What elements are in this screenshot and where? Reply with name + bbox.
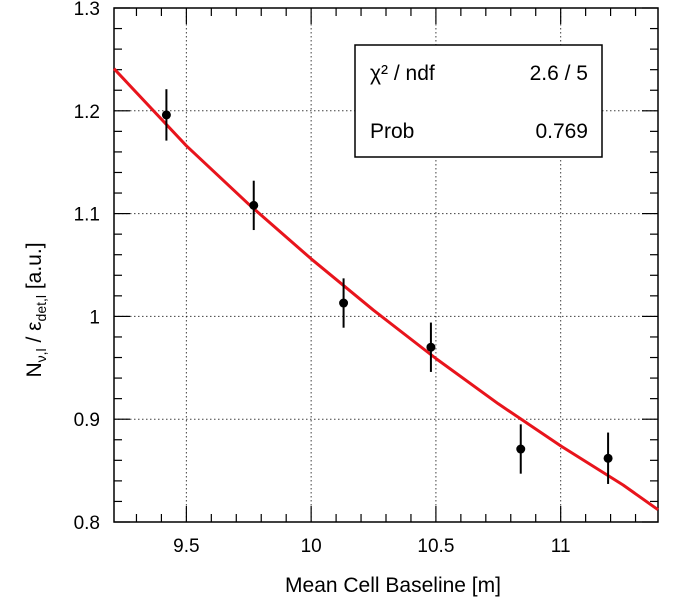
fit-curve-group: [112, 67, 659, 511]
y-title-unit: [a.u.]: [23, 242, 46, 295]
x-tick-label: 9.5: [173, 536, 199, 557]
plot-frame: [113, 7, 659, 523]
x-tick-label: 11: [551, 536, 571, 557]
data-points: [161, 89, 613, 484]
stats-chi2-label: χ² / ndf: [370, 62, 435, 85]
stats-prob-label: Prob: [370, 120, 414, 143]
x-tick-label: 10.5: [417, 536, 454, 557]
axis-ticks: [114, 7, 658, 523]
stats-chi2-value: 2.6 / 5: [530, 62, 588, 85]
y-title-eps-sub: det,l: [33, 295, 49, 321]
data-point: [339, 298, 349, 308]
y-tick-label: 1.2: [74, 102, 100, 123]
x-tick-label: 10: [301, 536, 322, 557]
stats-box-frame: [354, 44, 603, 158]
y-tick-label: 0.8: [74, 513, 100, 534]
y-tick-label: 1: [89, 307, 100, 328]
stats-box: χ² / ndf 2.6 / 5 Prob 0.769: [354, 44, 603, 158]
data-point: [249, 200, 259, 210]
y-tick-label: 1.1: [74, 205, 100, 226]
y-title-eps: ε: [23, 321, 46, 330]
y-title-slash: /: [23, 331, 46, 349]
data-point: [516, 444, 526, 454]
stats-prob-value: 0.769: [535, 120, 588, 143]
x-tick-labels: 9.5 10 10.5 11: [173, 536, 570, 557]
data-point: [426, 342, 436, 352]
y-title-n: N: [23, 362, 46, 377]
y-tick-labels: 0.8 0.9 1 1.1 1.2 1.3: [74, 0, 100, 534]
y-tick-label: 1.3: [74, 0, 100, 20]
fit-curve: [112, 67, 659, 511]
x-axis-title: Mean Cell Baseline [m]: [285, 574, 501, 597]
y-title-n-sub: ν,l: [33, 348, 49, 362]
data-point: [603, 453, 613, 463]
data-point: [161, 110, 171, 120]
y-axis-title: Nν,l / εdet,l [a.u.]: [23, 242, 49, 377]
y-tick-label: 0.9: [74, 410, 100, 431]
